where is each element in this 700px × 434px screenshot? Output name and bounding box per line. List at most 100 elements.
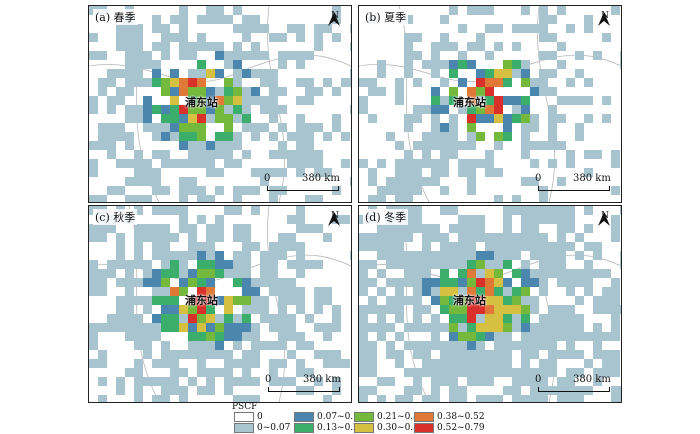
grid-cell: [296, 114, 305, 123]
grid-cell: [557, 114, 566, 123]
grid-cell: [449, 260, 458, 269]
grid-cell: [611, 150, 620, 159]
grid-cell: [233, 6, 242, 15]
grid-cell: [251, 132, 260, 141]
grid-cell: [206, 350, 215, 359]
grid-cell: [134, 105, 143, 114]
grid-cell: [107, 105, 116, 114]
grid-cell: [584, 287, 593, 296]
grid-cell: [134, 368, 143, 377]
grid-cell: [224, 87, 233, 96]
grid-cell: [521, 150, 530, 159]
north-arrow-icon: [598, 212, 610, 226]
grid-cell: [215, 314, 224, 323]
grid-cell: [521, 350, 530, 359]
grid-cell: [521, 296, 530, 305]
grid-cell: [566, 242, 575, 251]
grid-cell: [134, 51, 143, 60]
grid-cell: [512, 42, 521, 51]
grid-cell: [251, 395, 260, 402]
grid-cell: [503, 233, 512, 242]
grid-cell: [539, 341, 548, 350]
grid-cell: [404, 395, 413, 402]
grid-cell: [368, 233, 377, 242]
grid-cell: [224, 132, 233, 141]
grid-cell: [188, 224, 197, 233]
grid-cell: [503, 314, 512, 323]
grid-cell: [179, 323, 188, 332]
grid-cell: [233, 24, 242, 33]
grid-cell: [485, 278, 494, 287]
grid-cell: [539, 51, 548, 60]
grid-cell: [485, 323, 494, 332]
grid-cell: [359, 386, 368, 395]
grid-cell: [593, 350, 602, 359]
grid-cell: [557, 395, 566, 402]
grid-cell: [404, 233, 413, 242]
grid-cell: [440, 168, 449, 177]
grid-cell: [440, 296, 449, 305]
grid-cell: [116, 123, 125, 132]
grid-cell: [278, 287, 287, 296]
grid-cell: [440, 368, 449, 377]
grid-cell: [494, 269, 503, 278]
grid-cell: [467, 269, 476, 278]
grid-cell: [530, 251, 539, 260]
grid-cell: [494, 368, 503, 377]
grid-cell: [161, 114, 170, 123]
grid-cell: [431, 332, 440, 341]
grid-cell: [233, 60, 242, 69]
grid-cell: [170, 386, 179, 395]
grid-cell: [269, 33, 278, 42]
grid-cell: [494, 242, 503, 251]
grid-cell: [170, 159, 179, 168]
grid-cell: [413, 323, 422, 332]
grid-cell: [188, 323, 197, 332]
grid-cell: [314, 305, 323, 314]
grid-cell: [602, 114, 611, 123]
grid-cell: [485, 305, 494, 314]
grid-cell: [377, 251, 386, 260]
grid-cell: [494, 296, 503, 305]
grid-cell: [116, 242, 125, 251]
grid-cell: [539, 141, 548, 150]
grid-cell: [188, 233, 197, 242]
grid-cell: [161, 42, 170, 51]
grid-cell: [179, 141, 188, 150]
grid-cell: [395, 287, 404, 296]
grid-cell: [548, 359, 557, 368]
grid-cell: [287, 242, 296, 251]
grid-cell: [611, 224, 620, 233]
grid-cell: [107, 224, 116, 233]
grid-cell: [404, 42, 413, 51]
grid-cell: [413, 159, 422, 168]
grid-cell: [611, 287, 620, 296]
grid-cell: [449, 323, 458, 332]
grid-cell: [197, 350, 206, 359]
legend-label: 0.07~0.13: [317, 412, 365, 422]
grid-cell: [341, 132, 350, 141]
grid-cell: [548, 123, 557, 132]
grid-cell: [539, 323, 548, 332]
grid-cell: [125, 323, 134, 332]
grid-cell: [341, 78, 350, 87]
grid-cell: [269, 278, 278, 287]
grid-cell: [323, 350, 332, 359]
grid-cell: [188, 251, 197, 260]
grid-cell: [539, 278, 548, 287]
grid-cell: [548, 323, 557, 332]
grid-cell: [620, 206, 621, 215]
grid-cell: [359, 278, 368, 287]
grid-cell: [269, 242, 278, 251]
grid-cell: [134, 251, 143, 260]
grid-cell: [440, 377, 449, 386]
grid-cell: [611, 296, 620, 305]
grid-cell: [539, 33, 548, 42]
grid-cell: [278, 123, 287, 132]
grid-cell: [179, 215, 188, 224]
grid-cell: [197, 296, 206, 305]
grid-cell: [278, 87, 287, 96]
grid-cell: [152, 323, 161, 332]
grid-cell: [503, 123, 512, 132]
grid-cell: [125, 305, 134, 314]
